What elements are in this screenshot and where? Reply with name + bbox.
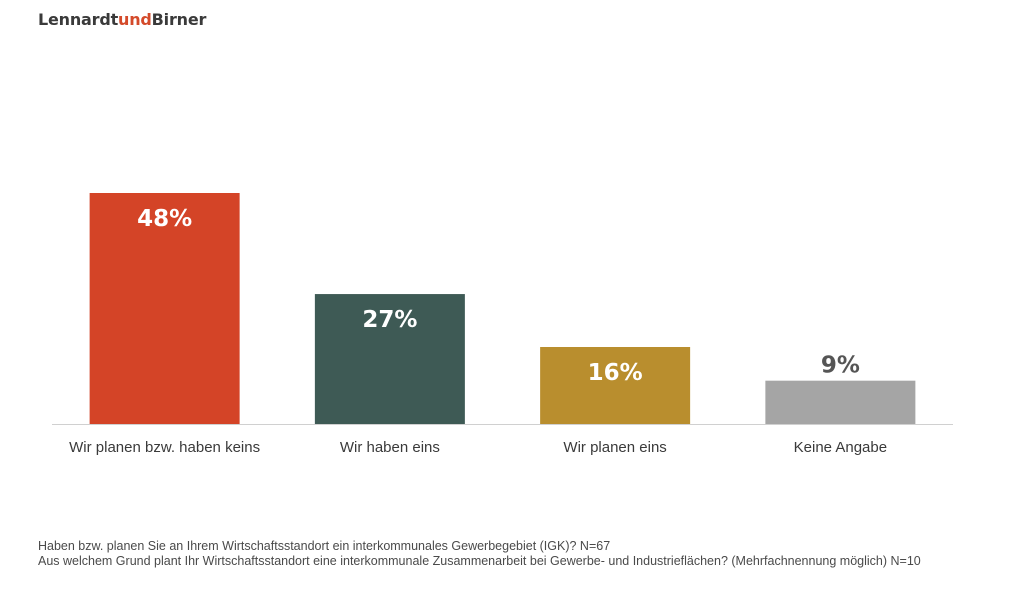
brand-part-1: Lennardt [38,10,119,29]
footnote-line-2: Aus welchem Grund plant Ihr Wirtschaftss… [38,553,921,568]
brand-part-3: Birner [151,10,207,29]
footnote: Haben bzw. planen Sie an Ihrem Wirtschaf… [38,539,938,568]
brand-logo: LennardtundBirner [38,10,206,29]
category-label: Wir haben eins [340,439,440,456]
category-label: Keine Angabe [794,439,887,456]
bar-value-label: 48% [137,206,192,232]
bar [765,380,916,424]
bar-value-label: 9% [821,353,860,379]
category-label: Wir planen eins [563,439,666,456]
bar [314,294,465,424]
bar-chart: 48% Wir planen bzw. haben keins 27% Wir hab… [52,193,953,456]
bar [540,347,691,424]
brand-part-2: und [118,10,152,29]
bar [89,193,240,424]
footnote-line-1: Haben bzw. planen Sie an Ihrem Wirtschaf… [38,539,611,553]
bar-value-label: 16% [588,360,643,386]
bar-value-label: 27% [362,307,417,333]
category-label: Wir planen bzw. haben keins [69,439,260,456]
